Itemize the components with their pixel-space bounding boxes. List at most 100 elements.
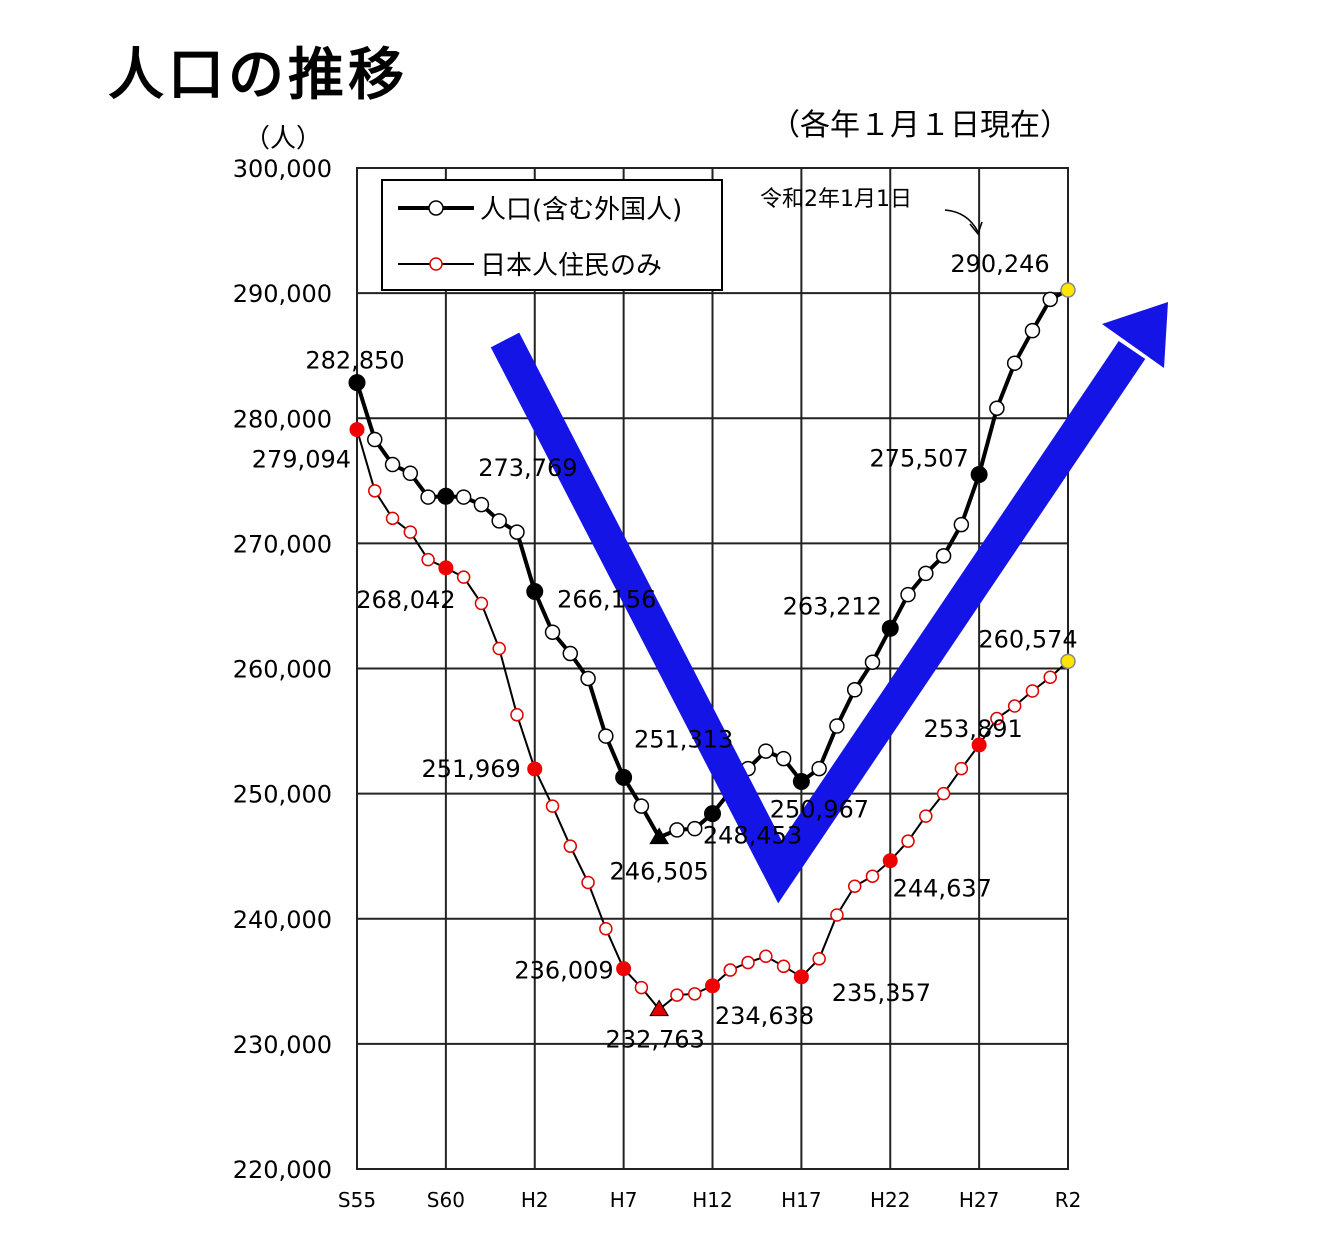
y-tick-label: 230,000 bbox=[233, 1031, 332, 1059]
data-point bbox=[990, 711, 1004, 726]
data-point bbox=[919, 809, 933, 823]
data-point-min bbox=[649, 827, 670, 845]
data-point bbox=[456, 570, 471, 584]
data-point bbox=[599, 922, 613, 936]
callout-arrowhead bbox=[969, 221, 983, 236]
data-point bbox=[1006, 355, 1023, 371]
data-point-key bbox=[437, 487, 455, 505]
legend-box bbox=[381, 179, 723, 291]
trend-arrow bbox=[490, 302, 1168, 904]
data-point bbox=[864, 654, 881, 670]
data-label: 253,891 bbox=[924, 715, 1023, 743]
data-point bbox=[811, 760, 827, 777]
data-point bbox=[580, 670, 596, 687]
x-tick-label: H27 bbox=[959, 1188, 1000, 1212]
data-point bbox=[368, 484, 382, 498]
data-point bbox=[1042, 291, 1058, 308]
data-point bbox=[1043, 670, 1057, 685]
data-point bbox=[918, 565, 934, 582]
data-point bbox=[758, 743, 774, 759]
callout-label: 令和2年1月1日 bbox=[760, 187, 912, 212]
data-point bbox=[686, 820, 703, 837]
legend-marker-japanese bbox=[429, 257, 443, 271]
y-tick-label: 280,000 bbox=[233, 405, 332, 433]
data-point bbox=[633, 798, 650, 814]
data-label: 251,969 bbox=[422, 755, 521, 783]
data-point bbox=[562, 645, 579, 662]
data-point bbox=[402, 465, 419, 482]
data-points bbox=[348, 282, 1076, 1017]
date-note: （各年１月１日現在） bbox=[770, 108, 1070, 143]
data-label: 232,763 bbox=[606, 1025, 705, 1053]
x-tick-label: R2 bbox=[1055, 1188, 1082, 1212]
data-label: 275,507 bbox=[870, 444, 969, 472]
data-point bbox=[598, 728, 614, 744]
data-point bbox=[900, 586, 916, 603]
data-labels: 282,850 279,094 273,769 268,042 266,156 251,9… bbox=[252, 250, 1078, 1053]
data-point bbox=[473, 496, 490, 513]
data-point bbox=[954, 761, 969, 776]
data-point bbox=[384, 456, 401, 473]
data-label: 236,009 bbox=[514, 957, 613, 985]
data-point bbox=[455, 489, 472, 505]
data-label: 235,357 bbox=[832, 979, 931, 1007]
data-point-key bbox=[615, 768, 633, 786]
x-tick-label: H7 bbox=[610, 1188, 638, 1212]
y-tick-label: 300,000 bbox=[233, 155, 332, 183]
data-label: 250,967 bbox=[770, 796, 869, 824]
data-point-key bbox=[526, 582, 544, 600]
data-point bbox=[420, 489, 436, 505]
data-point bbox=[474, 596, 489, 611]
data-label: 266,156 bbox=[557, 585, 656, 613]
data-point bbox=[775, 750, 792, 767]
data-label: 251,313 bbox=[634, 725, 733, 753]
data-point-key bbox=[882, 853, 898, 869]
data-label: 260,574 bbox=[978, 625, 1077, 653]
x-tick-labels: S55 S60 H2 H7 H12 H17 H22 H27 R2 bbox=[338, 1188, 1081, 1212]
data-label: 246,505 bbox=[610, 857, 709, 885]
legend: 人口(含む外国人) 日本人住民のみ bbox=[381, 179, 723, 291]
x-tick-label: H2 bbox=[521, 1188, 549, 1212]
data-point bbox=[403, 525, 418, 539]
data-point bbox=[759, 949, 773, 964]
data-point-key bbox=[527, 761, 543, 777]
data-point-key bbox=[348, 374, 366, 392]
y-tick-label: 250,000 bbox=[233, 781, 332, 809]
data-point-key bbox=[792, 773, 810, 791]
data-point-key bbox=[705, 978, 720, 994]
data-point bbox=[563, 839, 578, 853]
data-label: 279,094 bbox=[252, 446, 351, 474]
data-label: 273,769 bbox=[478, 454, 577, 482]
x-tick-label: H22 bbox=[870, 1188, 911, 1212]
data-point bbox=[829, 718, 845, 734]
data-point-key bbox=[881, 619, 899, 637]
data-point bbox=[1007, 699, 1022, 713]
data-point bbox=[669, 822, 685, 838]
data-point-key bbox=[349, 422, 365, 438]
data-point bbox=[846, 682, 863, 698]
data-point bbox=[510, 708, 524, 722]
data-point-key bbox=[970, 465, 988, 483]
data-label: 290,246 bbox=[950, 250, 1049, 278]
data-point bbox=[544, 624, 561, 640]
data-point-min bbox=[649, 999, 670, 1017]
legend-marker-total bbox=[428, 200, 444, 216]
data-point-latest bbox=[1060, 653, 1076, 670]
data-point bbox=[776, 959, 791, 974]
legend-label-total: 人口(含む外国人) bbox=[480, 195, 682, 225]
data-point bbox=[385, 511, 400, 526]
data-point-key bbox=[704, 805, 721, 823]
data-point bbox=[492, 641, 506, 656]
data-point bbox=[545, 799, 560, 813]
data-point bbox=[847, 879, 862, 893]
data-point bbox=[509, 524, 525, 540]
x-tick-label: H17 bbox=[781, 1188, 822, 1212]
data-point-key bbox=[971, 737, 987, 753]
data-point-key bbox=[438, 560, 454, 576]
data-label: 268,042 bbox=[356, 586, 455, 614]
y-tick-label: 220,000 bbox=[233, 1156, 332, 1184]
data-label: 234,638 bbox=[715, 1002, 814, 1030]
data-point bbox=[723, 963, 738, 977]
y-unit-label: （人） bbox=[244, 124, 323, 154]
